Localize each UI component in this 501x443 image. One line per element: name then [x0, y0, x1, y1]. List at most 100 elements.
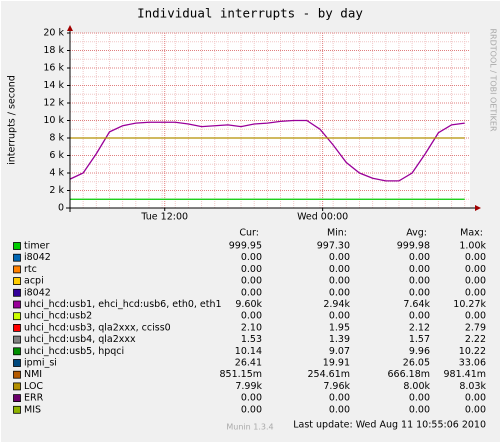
legend-swatch — [13, 382, 21, 391]
legend-swatch — [13, 335, 21, 344]
legend-value: 0.00 — [329, 404, 350, 415]
legend-swatch — [13, 265, 21, 274]
legend-value: 26.41 — [235, 358, 262, 369]
legend-value: 2.22 — [465, 334, 486, 345]
legend-value: 9.07 — [329, 346, 350, 357]
legend-header: Max: — [460, 228, 483, 239]
legend-name: uhci_hcd:usb1, ehci_hcd:usb6, eth0, eth1 — [24, 299, 222, 310]
legend-value: 0.00 — [409, 404, 430, 415]
legend-value: 254.61m — [308, 369, 351, 380]
legend-name: uhci_hcd:usb3, qla2xxx, cciss0 — [24, 322, 171, 333]
y-tick-label: 20 k — [43, 28, 64, 39]
series-line — [69, 119, 465, 182]
legend-header: Min: — [327, 228, 347, 239]
legend-value: 851.15m — [220, 369, 263, 380]
legend-value: 10.14 — [235, 346, 262, 357]
legend-name: uhci_hcd:usb2 — [24, 311, 92, 322]
legend-value: 8.03k — [459, 381, 486, 392]
y-tick-label: 18 k — [43, 45, 64, 56]
legend-value: 0.00 — [409, 252, 430, 263]
legend-value: 0.00 — [409, 264, 430, 275]
legend-swatch — [13, 359, 21, 367]
y-tick-label: 4 k — [49, 168, 64, 179]
legend-value: 19.91 — [323, 358, 350, 369]
legend-value: 0.00 — [241, 264, 262, 275]
legend-header: Avg: — [406, 228, 427, 239]
y-tick-label: 14 k — [43, 80, 64, 91]
legend-swatch — [13, 277, 21, 286]
legend-value: 0.00 — [409, 287, 430, 298]
legend-value: 7.64k — [403, 299, 430, 310]
x-arrow — [475, 205, 481, 211]
legend-value: 0.00 — [409, 276, 430, 287]
legend-value: 2.79 — [465, 322, 486, 333]
legend-value: 666.18m — [388, 369, 431, 380]
legend-value: 1.00k — [459, 241, 486, 252]
y-arrow — [67, 25, 73, 31]
y-tick-label: 16 k — [43, 63, 64, 74]
legend-swatch — [13, 312, 21, 321]
version: Munin 1.3.4 — [226, 423, 273, 432]
legend-value: 0.00 — [329, 287, 350, 298]
legend-value: 26.05 — [403, 358, 430, 369]
legend-name: i8042 — [24, 252, 51, 263]
legend-value: 0.00 — [409, 311, 430, 322]
y-tick-label: 10 k — [43, 115, 64, 126]
legend-value: 0.00 — [329, 311, 350, 322]
legend-value: 10.27k — [453, 299, 486, 310]
legend-value: 2.94k — [323, 299, 350, 310]
legend-value: 2.12 — [409, 322, 430, 333]
legend-value: 0.00 — [241, 252, 262, 263]
legend-value: 0.00 — [241, 311, 262, 322]
legend-value: 1.39 — [329, 334, 350, 345]
legend-name: MIS — [24, 404, 41, 415]
legend-name: ERR — [24, 393, 44, 404]
legend-value: 1.57 — [409, 334, 430, 345]
legend-value: 0.00 — [329, 252, 350, 263]
legend-swatch — [13, 288, 21, 297]
y-axis-label: interrupts / second — [7, 75, 18, 165]
legend-value: 0.00 — [241, 393, 262, 404]
legend-value: 1.53 — [241, 334, 262, 345]
legend-name: rtc — [24, 264, 37, 275]
legend-value: 0.00 — [409, 393, 430, 404]
side-label: RRDTOOL / TOBI OETIKER — [489, 28, 498, 131]
legend-value: 0.00 — [465, 252, 486, 263]
legend-value: 33.06 — [459, 358, 486, 369]
y-tick-label: 6 k — [49, 150, 64, 161]
legend-value: 9.96 — [409, 346, 430, 357]
legend-value: 7.96k — [323, 381, 350, 392]
legend-value: 0.00 — [465, 393, 486, 404]
legend-value: 0.00 — [465, 264, 486, 275]
legend-swatch — [13, 370, 21, 379]
legend-swatch — [13, 394, 21, 403]
legend-swatch — [13, 253, 21, 262]
legend-value: 0.00 — [329, 276, 350, 287]
x-tick-label: Wed 00:00 — [297, 212, 348, 223]
legend-header: Cur: — [239, 228, 259, 239]
legend-value: 0.00 — [329, 264, 350, 275]
legend-value: 999.98 — [397, 241, 430, 252]
legend-value: 0.00 — [465, 404, 486, 415]
legend-value: 0.00 — [329, 393, 350, 404]
last-update: Last update: Wed Aug 11 10:55:06 2010 — [293, 420, 486, 431]
legend-value: 999.95 — [229, 241, 262, 252]
legend-value: 2.10 — [241, 322, 262, 333]
legend-value: 1.95 — [329, 322, 350, 333]
chart-title: Individual interrupts - by day — [137, 6, 363, 21]
legend-name: ipmi_si — [24, 358, 57, 369]
legend-name: LOC — [24, 381, 43, 392]
legend-swatch — [13, 323, 21, 332]
legend-name: NMI — [24, 369, 42, 380]
legend-value: 997.30 — [317, 241, 350, 252]
y-tick-label: 8 k — [49, 133, 64, 144]
legend-swatch — [13, 300, 21, 309]
legend-value: 0.00 — [241, 404, 262, 415]
legend-value: 0.00 — [241, 276, 262, 287]
legend-value: 0.00 — [465, 276, 486, 287]
legend-name: i8042 — [24, 287, 51, 298]
legend-swatch — [13, 242, 21, 250]
legend-value: 7.99k — [235, 381, 262, 392]
y-tick-label: 0 — [58, 203, 64, 214]
